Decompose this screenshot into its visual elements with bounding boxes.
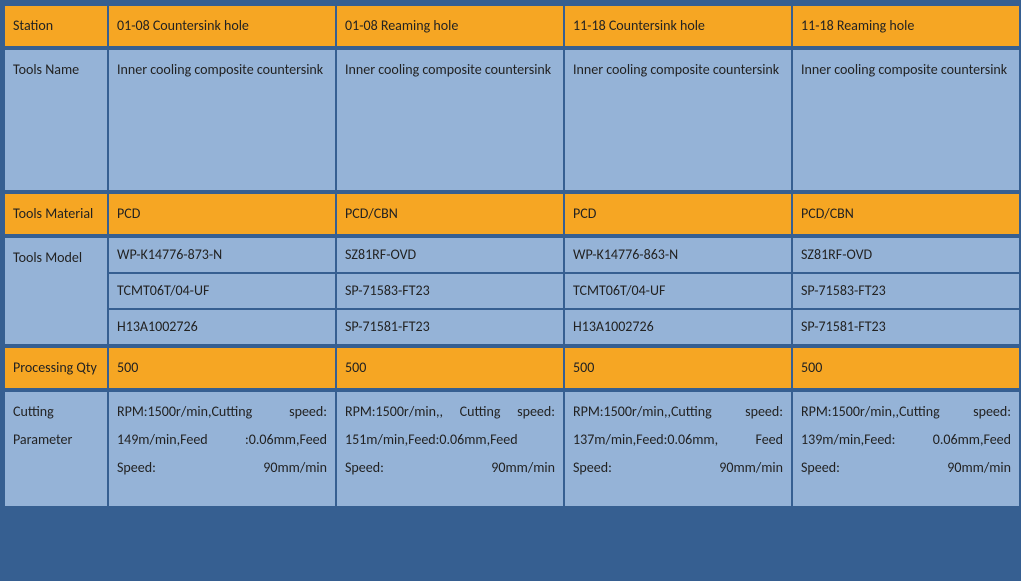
row-processing-qty: Processing Qty 500 500 500 500 <box>4 347 1020 391</box>
label-tools-name: Tools Name <box>4 47 108 193</box>
cell-model-1-2: SP-71581-FT23 <box>336 309 564 347</box>
cell-model-3-1: SP-71583-FT23 <box>792 273 1020 309</box>
cell-model-2-2: H13A1002726 <box>564 309 792 347</box>
cell-station-2: 11-18 Countersink hole <box>564 3 792 47</box>
cell-tools-name-2: Inner cooling composite countersink <box>564 47 792 193</box>
cell-station-0: 01-08 Countersink hole <box>108 3 336 47</box>
tooling-table: Station 01-08 Countersink hole 01-08 Rea… <box>4 3 1020 509</box>
cell-model-2-0: WP-K14776-863-N <box>564 237 792 273</box>
row-tools-model-2: H13A1002726 SP-71581-FT23 H13A1002726 SP… <box>4 309 1020 347</box>
cell-model-3-2: SP-71581-FT23 <box>792 309 1020 347</box>
cell-cutting-0: RPM:1500r/min,Cutting speed: 149m/min,Fe… <box>108 391 336 509</box>
row-tools-name: Tools Name Inner cooling composite count… <box>4 47 1020 193</box>
cell-qty-3: 500 <box>792 347 1020 391</box>
cell-model-1-0: SZ81RF-OVD <box>336 237 564 273</box>
cell-cutting-1: RPM:1500r/min,, Cutting speed: 151m/min,… <box>336 391 564 509</box>
label-processing-qty: Processing Qty <box>4 347 108 391</box>
cell-cutting-2: RPM:1500r/min,,Cutting speed: 137m/min,F… <box>564 391 792 509</box>
cell-model-0-0: WP-K14776-873-N <box>108 237 336 273</box>
cell-cutting-3: RPM:1500r/min,,Cutting speed: 139m/min,F… <box>792 391 1020 509</box>
cell-tools-material-1: PCD/CBN <box>336 193 564 237</box>
row-station: Station 01-08 Countersink hole 01-08 Rea… <box>4 3 1020 47</box>
cell-station-3: 11-18 Reaming hole <box>792 3 1020 47</box>
cell-qty-1: 500 <box>336 347 564 391</box>
row-tools-material: Tools Material PCD PCD/CBN PCD PCD/CBN <box>4 193 1020 237</box>
cell-tools-material-3: PCD/CBN <box>792 193 1020 237</box>
cell-tools-name-3: Inner cooling composite countersink <box>792 47 1020 193</box>
cell-model-0-2: H13A1002726 <box>108 309 336 347</box>
label-cutting-parameter: Cutting Parameter <box>4 391 108 509</box>
cell-model-3-0: SZ81RF-OVD <box>792 237 1020 273</box>
row-tools-model-0: Tools Model WP-K14776-873-N SZ81RF-OVD W… <box>4 237 1020 273</box>
row-cutting-parameter: Cutting Parameter RPM:1500r/min,Cutting … <box>4 391 1020 509</box>
label-tools-material: Tools Material <box>4 193 108 237</box>
cell-station-1: 01-08 Reaming hole <box>336 3 564 47</box>
cell-tools-material-2: PCD <box>564 193 792 237</box>
cell-model-0-1: TCMT06T/04-UF <box>108 273 336 309</box>
cell-qty-0: 500 <box>108 347 336 391</box>
cell-model-1-1: SP-71583-FT23 <box>336 273 564 309</box>
label-station: Station <box>4 3 108 47</box>
cell-model-2-1: TCMT06T/04-UF <box>564 273 792 309</box>
cell-tools-name-1: Inner cooling composite countersink <box>336 47 564 193</box>
label-tools-model: Tools Model <box>4 237 108 347</box>
row-tools-model-1: TCMT06T/04-UF SP-71583-FT23 TCMT06T/04-U… <box>4 273 1020 309</box>
cell-tools-name-0: Inner cooling composite countersink <box>108 47 336 193</box>
cell-qty-2: 500 <box>564 347 792 391</box>
cell-tools-material-0: PCD <box>108 193 336 237</box>
